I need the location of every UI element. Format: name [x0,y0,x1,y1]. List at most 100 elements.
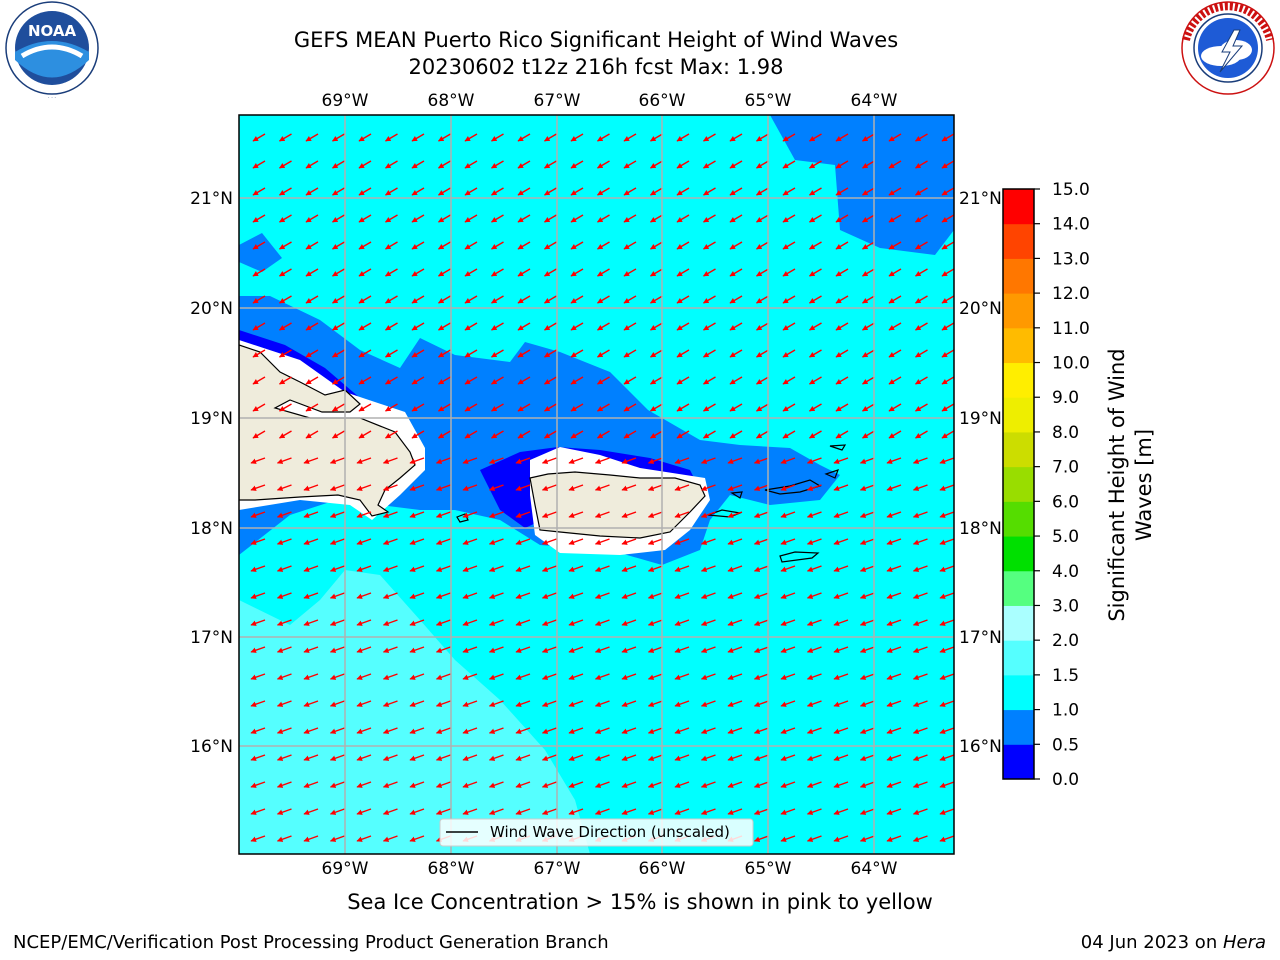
colorbar-segment [1003,362,1034,398]
wave-direction-arrow [862,241,875,250]
wave-direction-arrow [806,511,822,518]
wave-direction-arrow [358,376,372,385]
wave-direction-arrow [279,295,292,304]
wave-direction-arrow [888,349,902,358]
wave-direction-arrow [703,214,716,223]
lat-label: 20°N [959,299,1002,319]
wave-direction-arrow [462,727,478,734]
wave-direction-arrow [886,727,902,734]
wave-direction-arrow [409,673,425,680]
wave-direction-arrow [782,295,796,304]
wave-direction-arrow [305,187,319,196]
wave-direction-arrow [888,214,902,223]
wave-direction-arrow [862,133,875,142]
wave-band-0.5-1m-w [239,233,282,272]
wave-direction-arrow [515,673,531,680]
wave-direction-arrow [809,133,822,142]
wave-direction-arrow [623,322,637,331]
wave-direction-arrow [912,484,928,491]
wave-direction-arrow [941,403,954,412]
wave-direction-arrow [833,565,849,572]
wave-direction-arrow [833,727,849,734]
wave-direction-arrow [356,538,372,545]
wave-direction-arrow [568,754,584,761]
wave-direction-arrow [650,322,663,331]
wave-direction-arrow [833,592,849,599]
wave-direction-arrow [515,808,531,815]
wave-direction-arrow [250,835,266,842]
wave-direction-arrow [862,349,875,358]
wave-direction-arrow [623,268,637,277]
wave-direction-arrow [382,565,398,572]
wave-direction-arrow [279,322,292,331]
wave-direction-arrow [464,349,478,358]
wave-direction-arrow [438,430,451,439]
wave-direction-arrow [594,727,610,734]
wave-direction-arrow [544,295,557,304]
wave-direction-arrow [729,214,743,223]
wave-direction-arrow [411,241,425,250]
wave-direction-arrow [676,268,690,277]
wave-band-0.5-1m-ne [770,115,954,255]
wave-direction-arrow [939,700,954,707]
colorbar-tick-label: 2.0 [1052,631,1079,651]
wave-direction-arrow [650,403,663,412]
wave-direction-arrow [515,592,531,599]
wave-direction-arrow [462,781,478,788]
wave-direction-arrow [700,592,716,599]
wave-direction-arrow [409,808,425,815]
wave-direction-arrow [435,808,451,815]
wave-direction-arrow [409,700,425,707]
lon-labels-bottom: 69°W 68°W 67°W 66°W 65°W 64°W [322,859,898,879]
wave-direction-arrow [674,781,690,788]
wave-direction-arrow [541,565,557,572]
wave-direction-arrow [517,187,531,196]
wave-direction-arrow [939,457,954,464]
wave-direction-arrow [279,430,292,439]
wave-direction-arrow [647,808,663,815]
footer-branch: NCEP/EMC/Verification Post Processing Pr… [13,932,609,953]
colorbar-tick-label: 5.0 [1052,527,1079,547]
wave-direction-arrow [279,187,292,196]
wave-direction-arrow [650,376,663,385]
wave-direction-arrow [806,538,822,545]
wave-direction-arrow [382,484,398,491]
wave-direction-arrow [491,268,504,277]
wave-direction-arrow [409,457,425,464]
wave-direction-arrow [276,754,292,761]
wave-direction-arrow [385,376,398,385]
wave-direction-arrow [409,565,425,572]
wave-direction-arrow [409,727,425,734]
wave-direction-arrow [833,700,849,707]
wave-direction-arrow [888,241,902,250]
lon-label: 65°W [745,91,792,111]
wave-direction-arrow [859,538,875,545]
wave-direction-arrow [835,349,849,358]
wave-direction-arrow [756,187,769,196]
wave-direction-arrow [862,214,875,223]
wave-direction-arrow [250,511,266,518]
colorbar-tick-label: 12.0 [1052,284,1090,304]
wave-direction-arrow [727,754,743,761]
wave-direction-arrow [329,457,345,464]
wave-direction-arrow [647,781,663,788]
wave-direction-arrow [859,835,875,842]
wave-direction-arrow [462,511,478,518]
wave-direction-arrow [544,430,557,439]
wave-direction-arrow [676,403,690,412]
lon-label: 68°W [428,91,475,111]
wave-direction-arrow [915,241,928,250]
wave-direction-arrow [279,160,292,169]
wave-direction-arrow [647,511,663,518]
wave-direction-arrow [544,241,557,250]
wave-direction-arrow [650,430,663,439]
wave-direction-arrow [594,700,610,707]
wave-direction-arrow [541,727,557,734]
wave-direction-arrow [305,268,319,277]
wave-direction-arrow [329,538,345,545]
wave-direction-arrow [568,457,584,464]
colorbar-segment [1003,744,1034,780]
wave-direction-arrow [806,646,822,653]
wave-direction-arrow [753,727,769,734]
wave-direction-arrow [753,565,769,572]
